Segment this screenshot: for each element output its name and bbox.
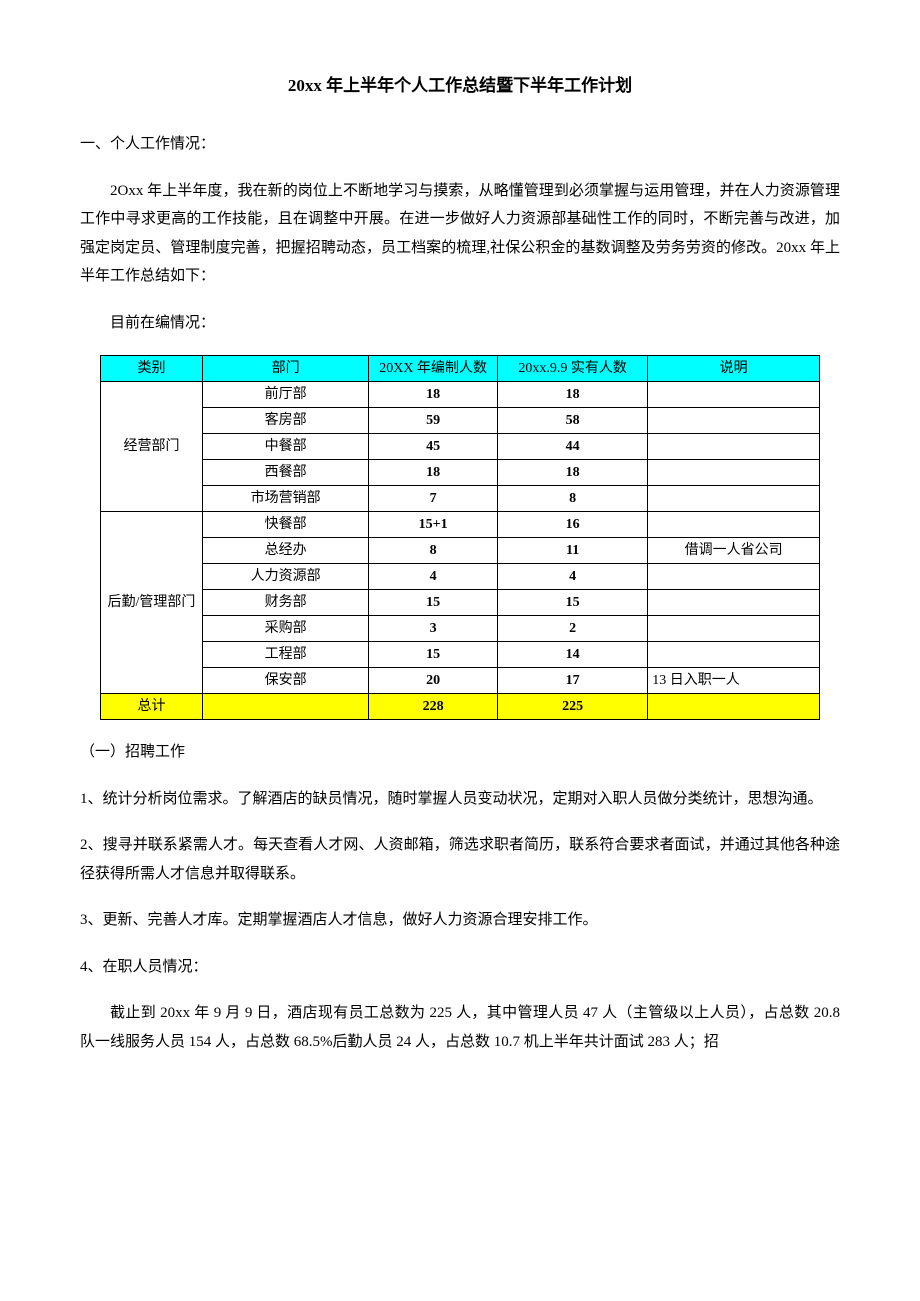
cell-dept: 快餐部 bbox=[202, 512, 368, 538]
cell-note bbox=[648, 564, 820, 590]
cell-planned: 59 bbox=[369, 408, 498, 434]
cell-planned: 15 bbox=[369, 642, 498, 668]
table-row: 中餐部 45 44 bbox=[101, 434, 820, 460]
cell-note: 13 日入职一人 bbox=[648, 668, 820, 694]
cell-total-note bbox=[648, 694, 820, 720]
table-row: 保安部 20 17 13 日入职一人 bbox=[101, 668, 820, 694]
item-4-heading: 4、在职人员情况： bbox=[80, 953, 840, 982]
cell-note bbox=[648, 408, 820, 434]
cell-planned: 20 bbox=[369, 668, 498, 694]
th-department: 部门 bbox=[202, 356, 368, 382]
table-row: 西餐部 18 18 bbox=[101, 460, 820, 486]
cell-note bbox=[648, 512, 820, 538]
table-row: 客房部 59 58 bbox=[101, 408, 820, 434]
table-row: 后勤/管理部门 快餐部 15+1 16 bbox=[101, 512, 820, 538]
th-planned: 20XX 年编制人数 bbox=[369, 356, 498, 382]
cell-actual: 11 bbox=[498, 538, 648, 564]
cell-actual: 17 bbox=[498, 668, 648, 694]
cell-actual: 16 bbox=[498, 512, 648, 538]
cell-note bbox=[648, 434, 820, 460]
table-row: 工程部 15 14 bbox=[101, 642, 820, 668]
cell-planned: 15 bbox=[369, 590, 498, 616]
cell-planned: 7 bbox=[369, 486, 498, 512]
table-row: 财务部 15 15 bbox=[101, 590, 820, 616]
cell-planned: 3 bbox=[369, 616, 498, 642]
cell-planned: 4 bbox=[369, 564, 498, 590]
cell-note bbox=[648, 616, 820, 642]
cell-actual: 44 bbox=[498, 434, 648, 460]
cell-dept: 采购部 bbox=[202, 616, 368, 642]
cell-actual: 58 bbox=[498, 408, 648, 434]
cell-note bbox=[648, 642, 820, 668]
th-actual: 20xx.9.9 实有人数 bbox=[498, 356, 648, 382]
cell-dept: 西餐部 bbox=[202, 460, 368, 486]
table-row: 人力资源部 4 4 bbox=[101, 564, 820, 590]
th-note: 说明 bbox=[648, 356, 820, 382]
cell-actual: 2 bbox=[498, 616, 648, 642]
table-total-row: 总计 228 225 bbox=[101, 694, 820, 720]
cell-dept: 市场营销部 bbox=[202, 486, 368, 512]
cell-note: 借调一人省公司 bbox=[648, 538, 820, 564]
cell-actual: 4 bbox=[498, 564, 648, 590]
table-row: 总经办 8 11 借调一人省公司 bbox=[101, 538, 820, 564]
table-row: 经营部门 前厅部 18 18 bbox=[101, 382, 820, 408]
item-3: 3、更新、完善人才库。定期掌握酒店人才信息，做好人力资源合理安排工作。 bbox=[80, 906, 840, 935]
item-4-body: 截止到 20xx 年 9 月 9 日，酒店现有员工总数为 225 人，其中管理人… bbox=[80, 999, 840, 1056]
status-line: 目前在编情况： bbox=[80, 309, 840, 338]
cell-dept: 人力资源部 bbox=[202, 564, 368, 590]
subsection-1-heading: （一）招聘工作 bbox=[80, 738, 840, 767]
cell-category: 后勤/管理部门 bbox=[101, 512, 203, 694]
cell-planned: 18 bbox=[369, 382, 498, 408]
cell-actual: 8 bbox=[498, 486, 648, 512]
page-title: 20xx 年上半年个人工作总结暨下半年工作计划 bbox=[80, 70, 840, 102]
cell-note bbox=[648, 486, 820, 512]
cell-actual: 14 bbox=[498, 642, 648, 668]
item-1: 1、统计分析岗位需求。了解酒店的缺员情况，随时掌握人员变动状况，定期对入职人员做… bbox=[80, 785, 840, 814]
cell-note bbox=[648, 590, 820, 616]
cell-actual: 15 bbox=[498, 590, 648, 616]
cell-total-label: 总计 bbox=[101, 694, 203, 720]
cell-planned: 15+1 bbox=[369, 512, 498, 538]
cell-dept: 客房部 bbox=[202, 408, 368, 434]
cell-planned: 45 bbox=[369, 434, 498, 460]
cell-dept: 工程部 bbox=[202, 642, 368, 668]
table-header-row: 类别 部门 20XX 年编制人数 20xx.9.9 实有人数 说明 bbox=[101, 356, 820, 382]
cell-dept: 财务部 bbox=[202, 590, 368, 616]
cell-planned: 18 bbox=[369, 460, 498, 486]
cell-dept: 保安部 bbox=[202, 668, 368, 694]
cell-dept: 前厅部 bbox=[202, 382, 368, 408]
cell-actual: 18 bbox=[498, 382, 648, 408]
cell-category: 经营部门 bbox=[101, 382, 203, 512]
cell-actual: 18 bbox=[498, 460, 648, 486]
cell-note bbox=[648, 460, 820, 486]
cell-planned: 8 bbox=[369, 538, 498, 564]
cell-total-planned: 228 bbox=[369, 694, 498, 720]
cell-dept: 中餐部 bbox=[202, 434, 368, 460]
th-category: 类别 bbox=[101, 356, 203, 382]
intro-paragraph: 2Oxx 年上半年度，我在新的岗位上不断地学习与摸索，从略懂管理到必须掌握与运用… bbox=[80, 177, 840, 291]
cell-note bbox=[648, 382, 820, 408]
table-row: 市场营销部 7 8 bbox=[101, 486, 820, 512]
cell-total-actual: 225 bbox=[498, 694, 648, 720]
item-2: 2、搜寻并联系紧需人才。每天查看人才网、人资邮箱，筛选求职者简历，联系符合要求者… bbox=[80, 831, 840, 888]
section-1-heading: 一、个人工作情况： bbox=[80, 130, 840, 159]
table-row: 采购部 3 2 bbox=[101, 616, 820, 642]
cell-dept: 总经办 bbox=[202, 538, 368, 564]
staffing-table: 类别 部门 20XX 年编制人数 20xx.9.9 实有人数 说明 经营部门 前… bbox=[100, 355, 820, 720]
cell-total-dept bbox=[202, 694, 368, 720]
